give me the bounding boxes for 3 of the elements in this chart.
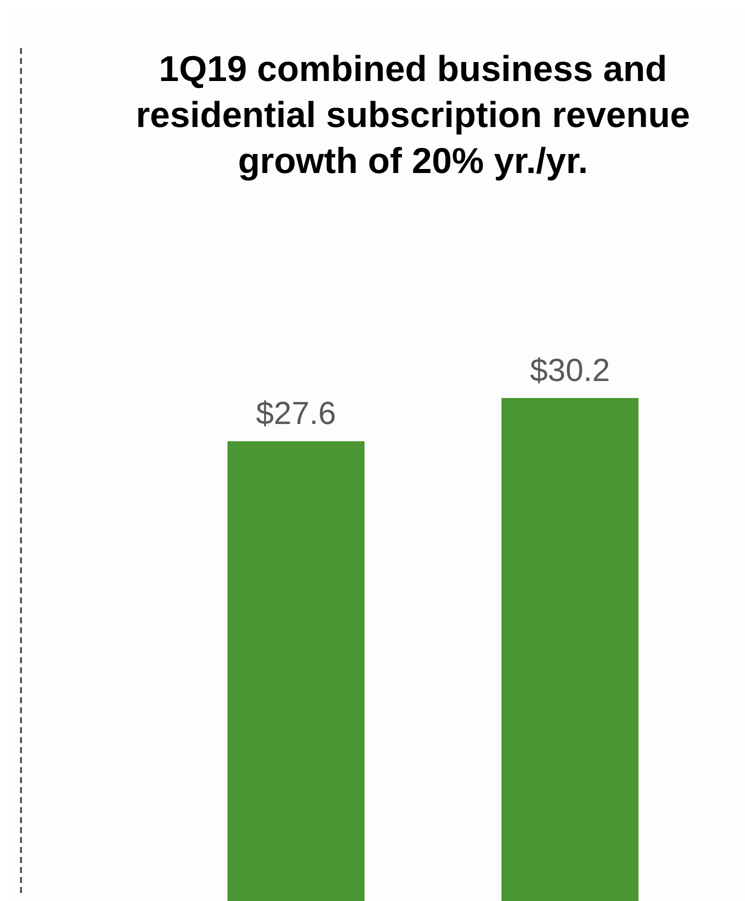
data-label: $27.6 [256, 395, 336, 432]
chart-title: 1Q19 combined business and residential subscription revenue growth of 20% yr./yr. [134, 47, 692, 183]
data-label: $30.2 [530, 352, 610, 388]
